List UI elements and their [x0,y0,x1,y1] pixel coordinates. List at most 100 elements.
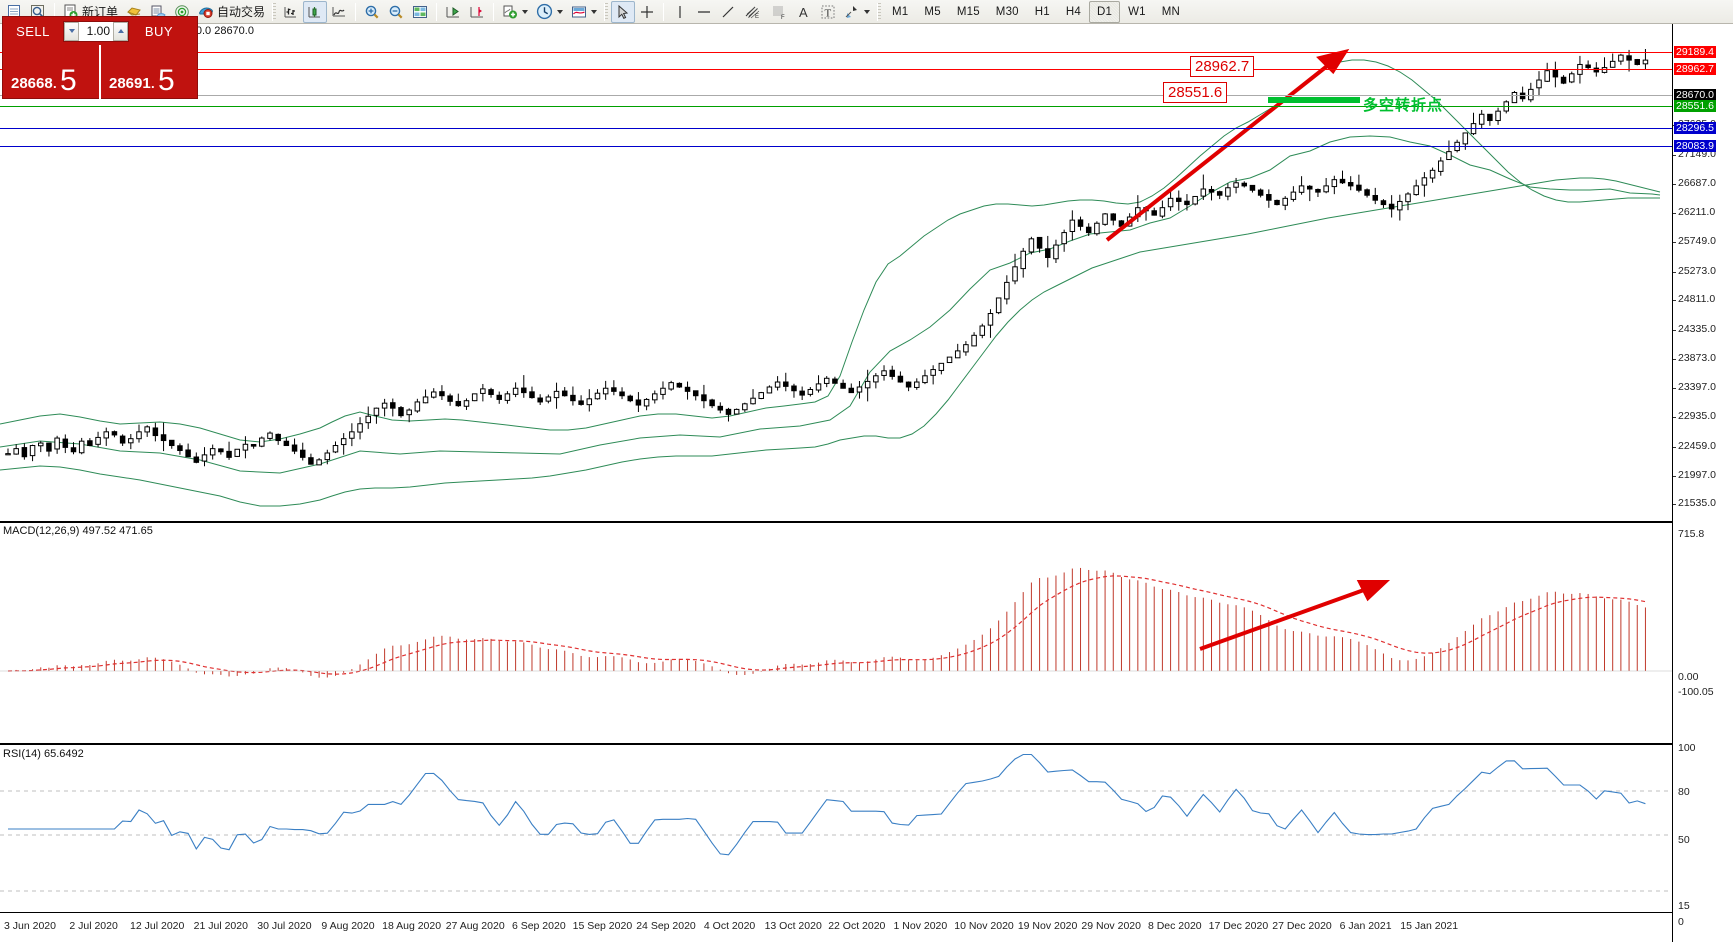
line-chart-icon[interactable] [327,1,351,23]
chart-shift-icon[interactable] [465,1,489,23]
pane-divider-2[interactable] [0,743,1672,745]
volume-value[interactable]: 1.00 [86,24,110,38]
level-28962-badge[interactable]: 28962.7 [1674,63,1716,75]
date-tick-label: 21 Jul 2020 [193,920,248,932]
timeframe-m1[interactable]: M1 [892,5,909,18]
price-tick-label: 23873.0 [1678,351,1716,364]
auto-trading-label: 自动交易 [217,5,266,19]
new-chart-icon[interactable] [2,1,26,23]
buy-price-integer: 28691 [109,75,151,92]
price-tick-label: 22935.0 [1678,410,1716,423]
level-28083-badge[interactable]: 28083.9 [1674,140,1716,152]
market-watch-icon[interactable] [26,1,50,23]
chart-area[interactable]: JPN225, Daily 28790.0 28797.5 28370.0 28… [0,24,1733,942]
chevron-down-icon[interactable] [557,9,564,14]
price-scale[interactable]: 27625.027149.026687.026211.025749.025273… [1672,24,1733,942]
auto-trading-button[interactable]: 自动交易 [194,1,269,23]
buy-price-dot: . [151,76,155,91]
level-28296-badge[interactable]: 28296.5 [1674,122,1716,134]
timeframe-d1[interactable]: D1 [1089,0,1121,23]
date-tick-label: 22 Oct 2020 [828,920,886,932]
templates-icon[interactable] [567,1,601,23]
timeframe-mn[interactable]: MN [1161,5,1181,18]
price-tick-label: 26687.0 [1678,176,1716,189]
crosshair-icon[interactable] [635,1,659,23]
auto-scroll-icon[interactable] [441,1,465,23]
chevron-up-icon [117,29,124,33]
timeframe-m5[interactable]: M5 [924,5,941,18]
macd-pane[interactable]: MACD(12,26,9) 497.52 471.65 [0,524,1672,744]
equidistant-channel-icon[interactable]: E [740,1,766,23]
timeframe-h4[interactable]: H4 [1065,5,1081,18]
date-tick-label: 24 Sep 2020 [636,920,696,932]
level-28551-badge[interactable]: 28551.6 [1674,100,1716,112]
level-28670-badge[interactable]: 28670.0 [1674,89,1716,101]
candlestick-chart-icon[interactable] [303,0,328,23]
arrows-icon[interactable] [840,1,874,23]
volume-stepper[interactable]: 1.00 [63,20,129,42]
zoom-in-icon[interactable] [360,1,384,23]
toolbar-grip[interactable] [272,2,277,21]
level-line-28551 [0,106,1672,107]
volume-increment-button[interactable] [113,21,128,41]
horizontal-line-icon[interactable] [692,1,716,23]
trendline-icon[interactable] [716,1,740,23]
timeframe-m30[interactable]: M30 [995,5,1019,18]
pane-divider-1[interactable] [0,521,1672,523]
rsi-tick-label: 100 [1678,742,1696,754]
chevron-down-icon[interactable] [591,9,598,14]
volume-decrement-button[interactable] [64,21,79,41]
vertical-line-icon[interactable] [668,1,692,23]
chevron-down-icon[interactable] [522,9,529,14]
date-tick-label: 17 Dec 2020 [1208,920,1269,932]
price-tick-mark [1673,475,1676,477]
new-order-button[interactable]: 新订单 [59,1,122,23]
price-tick-mark [1673,154,1676,156]
buy-button[interactable]: BUY [144,23,174,39]
timeframe-w1[interactable]: W1 [1128,5,1146,18]
date-tick-label: 15 Sep 2020 [572,920,633,932]
buy-price-cell[interactable]: 28691 . 5 [99,45,197,99]
toolbar-grip[interactable] [604,2,609,21]
bar-chart-icon[interactable] [279,1,303,23]
sell-button[interactable]: SELL [16,23,50,39]
macd-tick-label: 715.8 [1678,528,1705,540]
tile-windows-icon[interactable] [408,1,432,23]
main-toolbar: 新订单 自动交易 [0,0,1733,24]
expert-advisors-icon[interactable] [122,1,146,23]
one-click-trading-panel[interactable]: SELL 1.00 BUY 28668 . 5 28691 . 5 [2,16,198,99]
cursor-icon[interactable] [611,0,636,23]
price-tick-label: 26211.0 [1678,206,1716,219]
one-click-trading-header: SELL 1.00 BUY [3,17,197,45]
level-line-28296 [0,128,1672,129]
new-order-label: 新订单 [82,5,119,19]
rsi-pane[interactable]: RSI(14) 65.6492 [0,747,1672,912]
timeframe-h1[interactable]: H1 [1034,5,1050,18]
periods-icon[interactable] [532,1,567,23]
date-tick-label: 8 Dec 2020 [1147,920,1202,932]
toolbar-grip[interactable] [877,2,882,21]
fibonacci-retracement-icon[interactable]: F [766,1,792,23]
date-axis: 3 Jun 2020 2 Jul 2020 12 Jul 2020 21 Jul 20… [0,912,1672,942]
date-tick-label: 9 Aug 2020 [321,920,375,932]
price-pane[interactable]: 28962.7 28551.6 多空转折点 [0,24,1672,519]
date-tick-label: 6 Jan 2021 [1339,920,1392,932]
level-line-28083 [0,146,1672,147]
date-tick-label: 15 Jan 2021 [1400,920,1459,932]
price-tick-label: 25273.0 [1678,264,1716,277]
rsi-tick-label: 80 [1678,786,1690,798]
price-tick-label: 24335.0 [1678,323,1716,336]
buy-price-decimal: 5 [158,64,175,97]
sell-price-cell[interactable]: 28668 . 5 [3,45,99,99]
text-label-icon[interactable]: T [816,1,840,23]
date-tick-label: 27 Dec 2020 [1272,920,1332,932]
timeframe-m15[interactable]: M15 [956,5,980,18]
zoom-out-icon[interactable] [384,1,408,23]
macd-tick-label: 0.00 [1678,671,1699,683]
price-tick-mark [1673,330,1676,332]
indicators-icon[interactable] [498,1,532,23]
chevron-down-icon[interactable] [864,9,871,14]
level-29189-badge[interactable]: 29189.4 [1674,46,1716,58]
date-tick-label: 27 Aug 2020 [445,920,505,932]
text-icon[interactable]: A [792,1,816,23]
